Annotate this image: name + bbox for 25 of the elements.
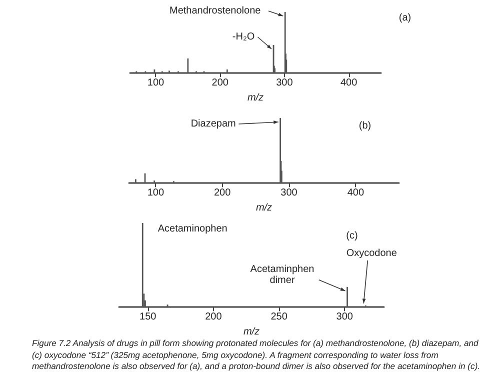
annotation: Oxycodone	[346, 248, 398, 259]
x-axis-title: m/z	[256, 202, 272, 214]
x-tick-label: 200	[212, 78, 229, 89]
x-tick-label: 200	[214, 188, 232, 199]
x-tick-label: 250	[270, 312, 288, 323]
annotation: Diazepam	[190, 118, 236, 130]
x-tick-label: 300	[280, 188, 298, 199]
annotation: (b)	[358, 120, 372, 132]
x-tick-label: 300	[276, 78, 294, 89]
x-tick-label: 200	[205, 312, 222, 323]
annotation: Methandrostenolone	[170, 6, 262, 16]
x-tick-label: 150	[140, 312, 157, 323]
x-axis-title: m/z	[247, 92, 264, 104]
annotation: Acetaminophen	[158, 224, 228, 234]
annotation: -H₂O	[232, 31, 255, 42]
x-tick-label: 100	[147, 188, 164, 199]
annotation: Acetaminphen dimer	[250, 264, 314, 286]
annotation: (c)	[346, 230, 358, 242]
x-tick-label: 100	[147, 78, 165, 89]
x-tick-label: 300	[336, 312, 354, 323]
text: (a)	[398, 12, 412, 24]
caption: Figure 7.2 Analysis of drugs in pill form showing protonated molecules for (a) methandrostenolone, (b) diazepam, and (c) oxycodone “512” (325mg acetophenone, 5mg oxycodone). A fragment corresponding to water loss from methandrostenolone is also observed for (a), and a proton-bound dimer is also observed for the acetaminophen in (c).	[32, 338, 482, 372]
x-tick-label: 400	[347, 188, 364, 199]
x-tick-label: 400	[340, 78, 358, 89]
x-axis-title: m/z	[243, 326, 260, 338]
